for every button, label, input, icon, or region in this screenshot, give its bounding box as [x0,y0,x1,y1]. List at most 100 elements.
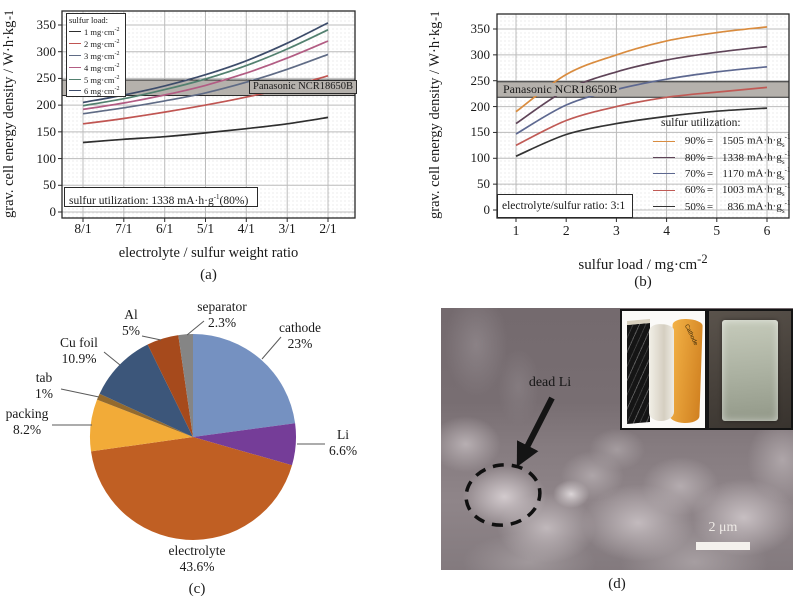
series-line-4 [82,29,329,107]
panel-a-annotation: sulfur utilization: 1338 mA·h·g-1(80%) [64,187,258,207]
panel-b-x-axis-title-text: sulfur load / mg·cm [578,257,698,273]
pie-slice-tab [97,393,193,437]
legend-swatch [69,43,81,45]
x-tick-label-3-1: 3/1 [278,221,296,236]
panel-b-x-axis-title: sulfur load / mg·cm-2 [497,252,789,274]
panel-a-caption: (a) [200,267,217,283]
scale-bar-label: 2 μm [708,520,738,535]
panel-d-sem-image: Cathode dead Li 2 μm (d) [400,290,800,601]
series-line-2 [515,65,768,135]
y-tick-label-150: 150 [470,124,491,140]
panel-b-legend-title: sulfur utilization: [661,117,741,129]
pie-callout-line-cathode [261,336,282,360]
legend-entry-label: 6 mg·cm-2 [84,86,120,97]
y-tick-label-50: 50 [43,177,56,193]
x-tick-label-6: 6 [763,223,771,238]
legend-swatch [653,140,675,142]
series-line-2 [82,53,329,115]
legend-utilization-pct: 90% [684,135,705,148]
pie-callout-line-Al [141,335,162,341]
panel-a-x-axis-title: electrolyte / sulfur weight ratio [118,245,299,261]
legend-swatch [69,78,81,80]
sem-micrograph: Cathode dead Li 2 μm [441,308,793,570]
panel-b-legend: sulfur utilization: 90% = 1505 mA·h·gs-1 80%… [653,116,793,215]
panel-a-legend-entry-3: 4 mg·cm-2 [69,61,123,73]
pie-slice-electrolyte [91,437,292,540]
legend-equals-sign: = [706,167,714,180]
panel-b-legend-entry-3: 60% = 1003 mA·h·gs-1 [653,182,793,198]
legend-entry-label: 2 mg·cm-2 [84,39,120,50]
legend-swatch [69,90,81,92]
y-tick-label-100: 100 [470,150,491,166]
y-tick-label-50: 50 [477,176,490,192]
legend-capacity-value: 1170 [722,167,744,180]
pie-label-name: cathode [279,320,321,335]
pie-callout-line-separator [186,320,205,336]
panel-b-legend-entry-4: 50% = 836 mA·h·gs-1 [653,199,793,215]
panel-a-legend-entry-5: 6 mg·cm-2 [69,85,123,97]
panel-b-x-axis-title-exponent: -2 [697,252,708,266]
cathode-inset-label: Cathode [683,323,699,347]
pie-callout-line-tab [60,388,100,398]
pie-slice-Cu-foil [99,344,193,437]
x-tick-label-1: 1 [512,223,520,238]
series-line-0 [515,26,768,113]
legend-capacity-value: 1505 [722,135,744,148]
legend-capacity-value: 1003 [722,184,744,197]
pie-label-name: Li [337,427,349,442]
li-anode-layer [627,318,650,425]
series-line-3 [82,40,329,111]
pie-label-percent: 1% [35,385,53,401]
legend-capacity-unit: mA·h·gs-1 [747,198,791,215]
panel-b-y-axis-title-exponent: -1 [428,11,443,22]
x-tick-label-8-1: 8/1 [74,221,92,236]
pie-label-percent: 43.6% [179,558,215,574]
dead-li-label: dead Li [528,375,572,390]
pie-label-electrolyte: electrolyte 43.6% [157,543,237,574]
panel-b-plot-area [493,13,790,222]
panel-b-annotation-text: electrolyte/sulfur ratio: 3:1 [502,200,626,212]
y-tick-label-350: 350 [36,17,57,32]
panel-a-legend-title: sulfur load: [69,15,108,25]
legend-utilization-pct: 80% [684,151,705,164]
cathode-layer: Cathode [669,318,703,424]
panel-c-caption: (c) [188,581,206,597]
legend-swatch [69,31,81,33]
x-tick-label-5: 5 [713,223,721,238]
pie-label-percent: 2.3% [207,314,237,330]
pie-label-packing: packing 8.2% [0,406,59,437]
panel-a-legend-entry-1: 2 mg·cm-2 [69,38,123,50]
y-tick-label-250: 250 [470,72,491,88]
y-tick-label-150: 150 [36,123,57,139]
pie-slice-separator [178,334,193,437]
x-tick-label-4: 4 [663,223,670,238]
legend-swatch [653,173,675,175]
legend-equals-sign: = [706,151,714,164]
pie-label-Cu-foil: Cu foil 10.9% [45,335,113,366]
panel-b-legend-entry-1: 80% = 1338 mA·h·gs-1 [653,149,793,166]
x-tick-label-5-1: 5/1 [196,221,215,236]
legend-equals-sign: = [706,200,714,213]
pouch-cell [722,320,778,421]
legend-capacity-value: 1338 [722,151,744,164]
pie-label-name: Cu foil [60,335,98,350]
pie-label-percent: 10.9% [61,350,97,366]
panel-a-legend-entry-0: 1 mg·cm-2 [69,26,123,38]
y-tick-label-350: 350 [470,21,491,36]
dead-li-circle [464,463,542,527]
sem-annotations [464,396,555,527]
legend-utilization-pct: 70% [684,167,705,180]
y-tick-label-200: 200 [36,97,57,113]
panel-a-annotation-text: sulfur utilization: 1338 mA·h·g [69,194,214,207]
panel-a-band-label: Panasonic NCR18650B [249,80,358,94]
panel-a-annotation-tail: (80%) [219,194,249,207]
pie-slice-Al [147,335,193,437]
legend-capacity-unit: mA·h·gs-1 [747,149,791,166]
panel-a-y-axis-title: grav. cell energy density / W·h·kg -1 [1,6,17,222]
legend-capacity-unit: mA·h·gs-1 [747,133,791,150]
pie-slice-cathode [193,334,296,437]
y-tick-label-250: 250 [36,70,57,86]
pie-label-percent: 8.2% [12,421,42,437]
y-tick-label-300: 300 [470,46,491,62]
